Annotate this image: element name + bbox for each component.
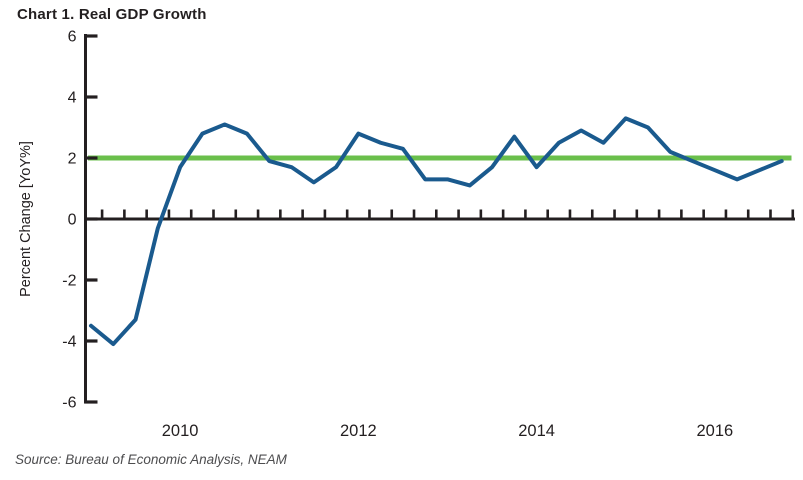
gdp-growth-line (89, 116, 784, 347)
x-year-label: 2014 (518, 422, 555, 440)
y-tick-label: 4 (68, 90, 77, 107)
x-year-label: 2016 (696, 422, 733, 440)
source-note: Source: Bureau of Economic Analysis, NEA… (15, 452, 287, 467)
x-year-label: 2012 (340, 422, 377, 440)
y-tick-label: 6 (68, 29, 77, 46)
chart-title: Chart 1. Real GDP Growth (17, 6, 207, 23)
x-year-label: 2010 (162, 422, 199, 440)
y-tick-label: 2 (68, 151, 77, 168)
y-tick-label: 0 (68, 212, 77, 229)
y-tick-label: -4 (62, 334, 76, 351)
y-tick-label: -2 (62, 273, 76, 290)
y-tick-label: -6 (62, 395, 76, 412)
real-gdp-growth-line-chart: 6 4 2 0 -2 -4 -6 2010 2012 2014 2016 Percent Change… (18, 29, 795, 440)
y-axis-title: Percent Change [YoY%] (18, 141, 34, 297)
